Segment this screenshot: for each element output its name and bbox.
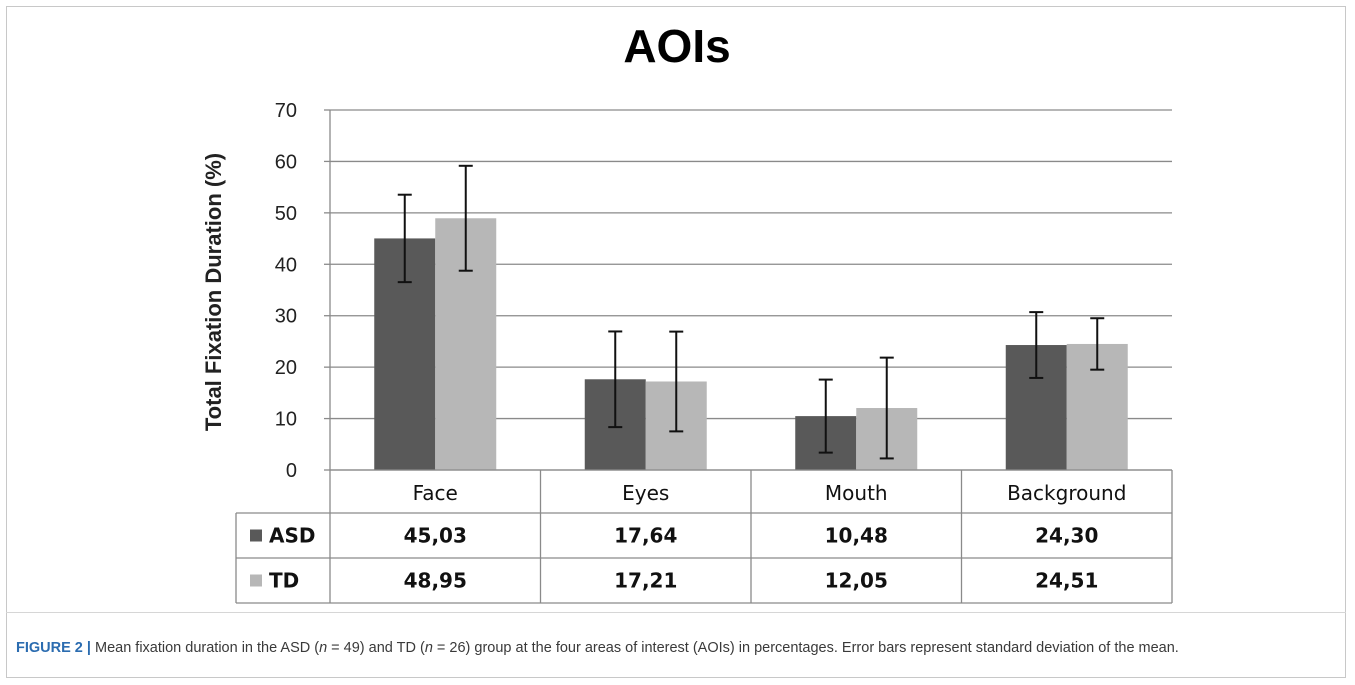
data-label-td-face: 48,95 <box>404 569 467 593</box>
y-tick-label-40: 40 <box>275 254 297 276</box>
caption-label: FIGURE 2 <box>16 640 83 656</box>
caption-part-1: n <box>319 640 328 656</box>
data-table: Face Eyes Mouth Background ASD 45,03 17,64 10,4… <box>235 469 1173 604</box>
data-label-td-eyes: 17,21 <box>614 569 677 593</box>
data-label-td-background: 24,51 <box>1035 569 1098 593</box>
error-bars <box>397 164 1105 460</box>
chart: AOIs Total Fixation Duration (%) 0 10 20 30… <box>201 20 1173 604</box>
figure-caption: FIGURE 2 | Mean fixation duration in the… <box>16 637 1336 659</box>
data-label-asd-face: 45,03 <box>404 524 467 548</box>
y-tick-label-20: 20 <box>275 357 297 379</box>
legend-swatch-asd <box>250 529 262 542</box>
y-tick-labels: 0 10 20 30 40 50 60 70 <box>275 100 297 482</box>
data-label-asd-mouth: 10,48 <box>825 524 888 548</box>
data-label-td-mouth: 12,05 <box>825 569 888 593</box>
bars <box>374 218 1128 470</box>
caption-separator: | <box>82 640 95 656</box>
y-tick-label-50: 50 <box>275 203 297 225</box>
y-tick-label-30: 30 <box>275 306 297 328</box>
y-tick-label-10: 10 <box>275 409 297 431</box>
category-label-face: Face <box>413 481 458 505</box>
data-label-asd-eyes: 17,64 <box>614 524 677 548</box>
caption-part-3: n <box>424 640 433 656</box>
legend-label-td: TD <box>269 569 299 593</box>
caption-part-4: = 26) group at the four areas of interes… <box>432 640 1179 656</box>
chart-title: AOIs <box>623 20 730 72</box>
y-tick-label-60: 60 <box>275 151 297 173</box>
category-label-mouth: Mouth <box>825 481 888 505</box>
legend-label-asd: ASD <box>269 524 315 548</box>
caption-part-2: = 49) and TD ( <box>327 640 425 656</box>
category-label-eyes: Eyes <box>622 481 669 505</box>
caption-text: Mean fixation duration in the ASD (n = 4… <box>95 640 1179 656</box>
data-label-asd-background: 24,30 <box>1035 524 1098 548</box>
caption-part-0: Mean fixation duration in the ASD ( <box>95 640 320 656</box>
y-tick-label-0: 0 <box>286 460 297 482</box>
y-axis-label: Total Fixation Duration (%) <box>201 153 226 431</box>
y-tick-label-70: 70 <box>275 100 297 122</box>
caption-divider <box>6 612 1346 613</box>
legend-swatch-td <box>250 574 262 587</box>
category-label-background: Background <box>1007 481 1126 505</box>
